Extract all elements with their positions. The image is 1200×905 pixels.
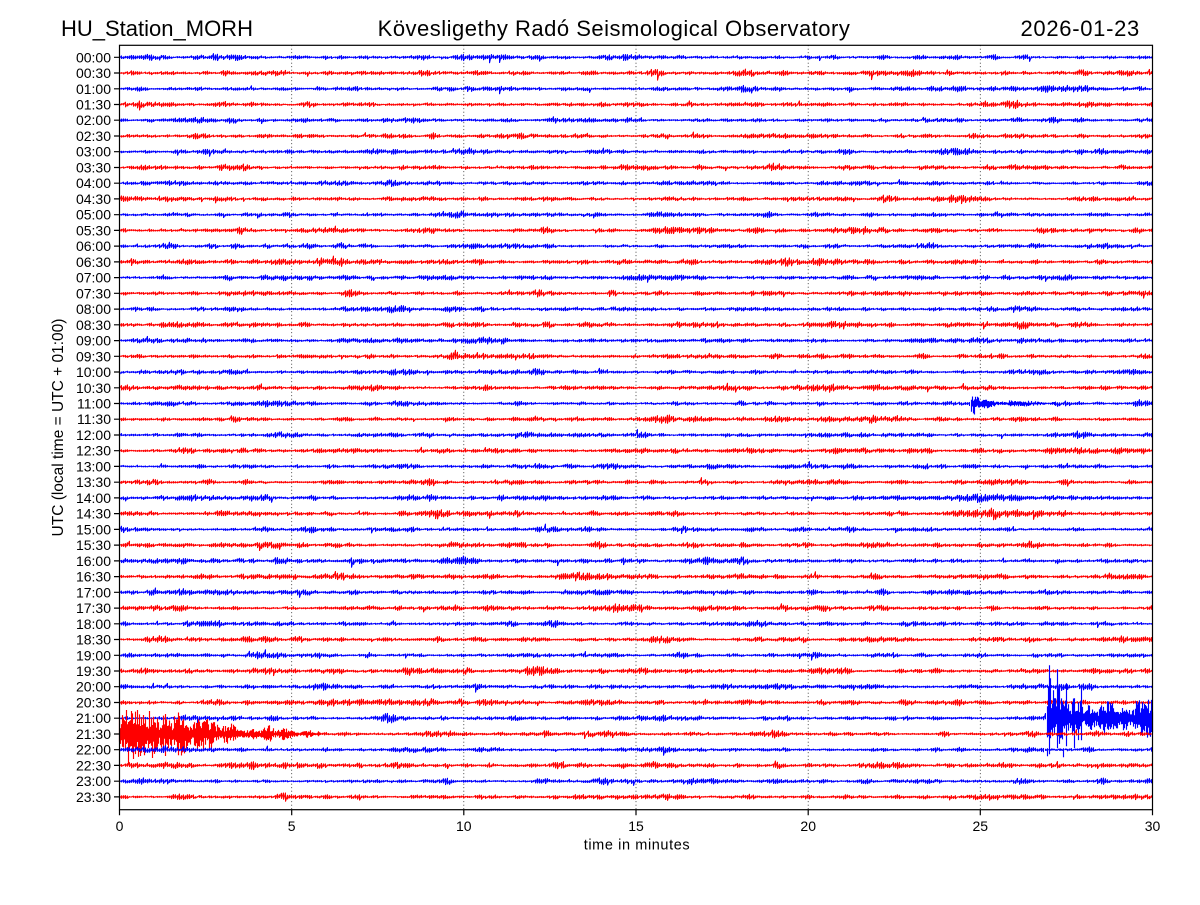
- svg-text:20: 20: [800, 818, 816, 834]
- svg-text:01:00: 01:00: [76, 81, 111, 97]
- svg-text:UTC (local time = UTC + 01:00): UTC (local time = UTC + 01:00): [50, 319, 67, 537]
- svg-text:15:30: 15:30: [76, 537, 111, 553]
- svg-text:11:30: 11:30: [77, 411, 111, 427]
- svg-text:time in minutes: time in minutes: [584, 838, 691, 854]
- svg-text:03:30: 03:30: [76, 160, 111, 176]
- svg-text:19:00: 19:00: [76, 647, 111, 663]
- svg-text:02:00: 02:00: [76, 112, 111, 128]
- svg-text:18:00: 18:00: [76, 616, 111, 632]
- svg-text:23:30: 23:30: [76, 789, 111, 805]
- svg-text:12:00: 12:00: [76, 427, 111, 443]
- svg-text:13:30: 13:30: [76, 474, 111, 490]
- svg-text:25: 25: [973, 818, 989, 834]
- svg-text:30: 30: [1145, 818, 1161, 834]
- svg-text:16:30: 16:30: [76, 569, 111, 585]
- svg-text:14:30: 14:30: [76, 506, 111, 522]
- svg-text:05:30: 05:30: [76, 222, 111, 238]
- svg-text:18:30: 18:30: [76, 632, 111, 648]
- svg-text:07:30: 07:30: [76, 285, 111, 301]
- svg-text:04:30: 04:30: [76, 191, 111, 207]
- svg-text:20:30: 20:30: [76, 695, 111, 711]
- svg-text:10: 10: [456, 818, 472, 834]
- svg-text:03:00: 03:00: [76, 144, 111, 160]
- svg-text:04:00: 04:00: [76, 175, 111, 191]
- svg-text:15: 15: [628, 818, 644, 834]
- svg-text:17:30: 17:30: [76, 600, 111, 616]
- svg-text:21:30: 21:30: [76, 726, 111, 742]
- svg-text:20:00: 20:00: [76, 679, 111, 695]
- svg-text:08:00: 08:00: [76, 301, 111, 317]
- svg-text:Kövesligethy Radó Seismologica: Kövesligethy Radó Seismological Observat…: [378, 16, 851, 41]
- svg-text:HU_Station_MORH: HU_Station_MORH: [61, 16, 253, 41]
- svg-text:19:30: 19:30: [76, 663, 111, 679]
- svg-text:05:00: 05:00: [76, 207, 111, 223]
- svg-text:10:30: 10:30: [76, 380, 111, 396]
- svg-text:08:30: 08:30: [76, 317, 111, 333]
- svg-text:17:00: 17:00: [76, 584, 111, 600]
- svg-text:06:30: 06:30: [76, 254, 111, 270]
- svg-text:16:00: 16:00: [76, 553, 111, 569]
- svg-text:13:00: 13:00: [76, 458, 111, 474]
- svg-text:14:00: 14:00: [76, 490, 111, 506]
- svg-text:23:00: 23:00: [76, 773, 111, 789]
- svg-text:00:00: 00:00: [76, 49, 111, 65]
- svg-text:5: 5: [288, 818, 296, 834]
- svg-text:2026-01-23: 2026-01-23: [1020, 16, 1140, 41]
- svg-text:01:30: 01:30: [76, 97, 111, 113]
- svg-text:09:00: 09:00: [76, 333, 111, 349]
- svg-text:21:00: 21:00: [76, 710, 111, 726]
- svg-text:10:00: 10:00: [76, 364, 111, 380]
- svg-text:22:00: 22:00: [76, 742, 111, 758]
- svg-text:02:30: 02:30: [76, 128, 111, 144]
- svg-text:15:00: 15:00: [76, 521, 111, 537]
- svg-text:0: 0: [116, 818, 124, 834]
- svg-text:11:00: 11:00: [77, 396, 111, 412]
- svg-text:12:30: 12:30: [76, 443, 111, 459]
- svg-text:07:00: 07:00: [76, 270, 111, 286]
- svg-text:06:00: 06:00: [76, 238, 111, 254]
- svg-text:09:30: 09:30: [76, 348, 111, 364]
- svg-text:00:30: 00:30: [76, 65, 111, 81]
- svg-text:22:30: 22:30: [76, 757, 111, 773]
